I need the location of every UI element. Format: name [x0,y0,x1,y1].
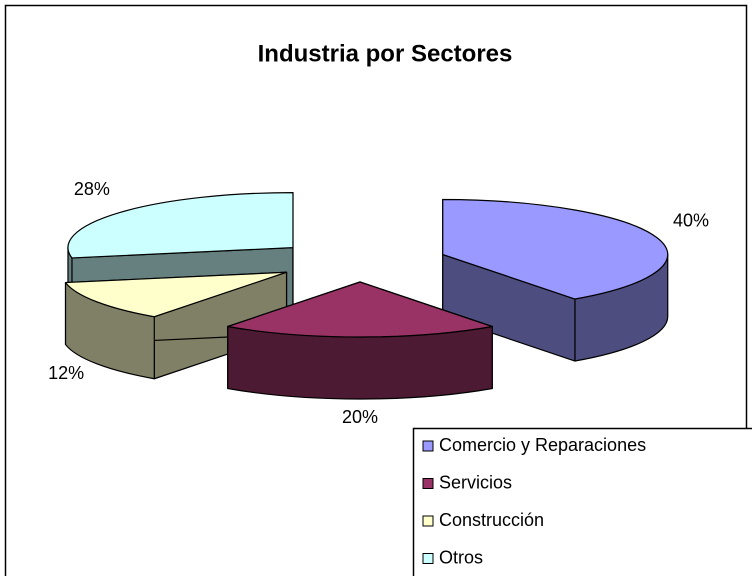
legend-swatch [422,478,434,489]
data-label: 20% [342,407,378,427]
legend-swatch [422,440,434,452]
legend-swatch [422,515,434,527]
slice-top [227,281,493,338]
slice-top [442,198,669,300]
legend-label: Servicios [439,472,512,492]
legend-box [412,427,752,576]
slice-top [64,271,288,318]
slice [227,281,493,400]
legend-swatch [422,553,434,564]
legend: Comercio y Reparaciones Servicios Construc… [422,435,646,567]
data-label: 12% [48,363,84,383]
data-label: 28% [74,179,110,199]
data-label: 40% [673,210,709,230]
legend-label: Construcción [439,510,544,530]
legend-label: Otros [439,547,483,567]
slice [442,198,669,362]
legend-label: Comercio y Reparaciones [439,435,646,455]
chart-title: Industria por Sectores [258,40,513,67]
slice-top [67,192,294,259]
pie: 28% 40% 12% 20% [48,179,709,427]
